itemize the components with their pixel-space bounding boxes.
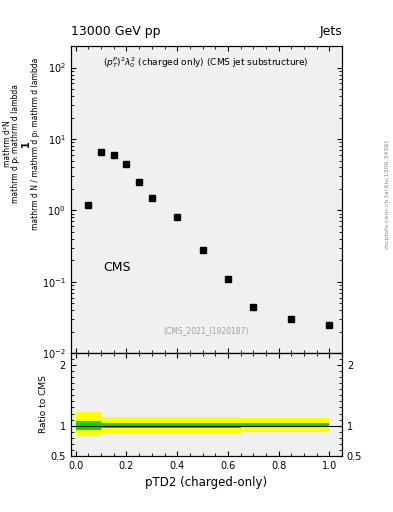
X-axis label: pTD2 (charged-only): pTD2 (charged-only)	[145, 476, 267, 489]
Text: mcplots.cern.ch [arXiv:1306.3436]: mcplots.cern.ch [arXiv:1306.3436]	[385, 140, 389, 249]
Text: mathrm d N / mathrm d pₜ mathrm d lambda: mathrm d N / mathrm d pₜ mathrm d lambda	[31, 57, 40, 229]
Text: 13000 GeV pp: 13000 GeV pp	[71, 26, 160, 38]
Y-axis label: Ratio to CMS: Ratio to CMS	[39, 375, 48, 434]
Y-axis label: $\frac{1}{\mathrm{d}N}$ / $\mathrm{d}p_T\,\mathrm{d}\lambda$: $\frac{1}{\mathrm{d}N}$ / $\mathrm{d}p_T…	[0, 511, 1, 512]
Text: $(p_T^P)^2\lambda_0^2$ (charged only) (CMS jet substructure): $(p_T^P)^2\lambda_0^2$ (charged only) (C…	[103, 55, 309, 70]
Text: CMS: CMS	[103, 261, 131, 274]
Text: Jets: Jets	[319, 26, 342, 38]
Text: 1: 1	[20, 140, 31, 147]
Text: mathrm d²N: mathrm d²N	[4, 120, 12, 167]
Text: mathrm d pₜ mathrm d lambda: mathrm d pₜ mathrm d lambda	[11, 84, 20, 203]
Text: (CMS_2021_I1920187): (CMS_2021_I1920187)	[163, 326, 249, 335]
